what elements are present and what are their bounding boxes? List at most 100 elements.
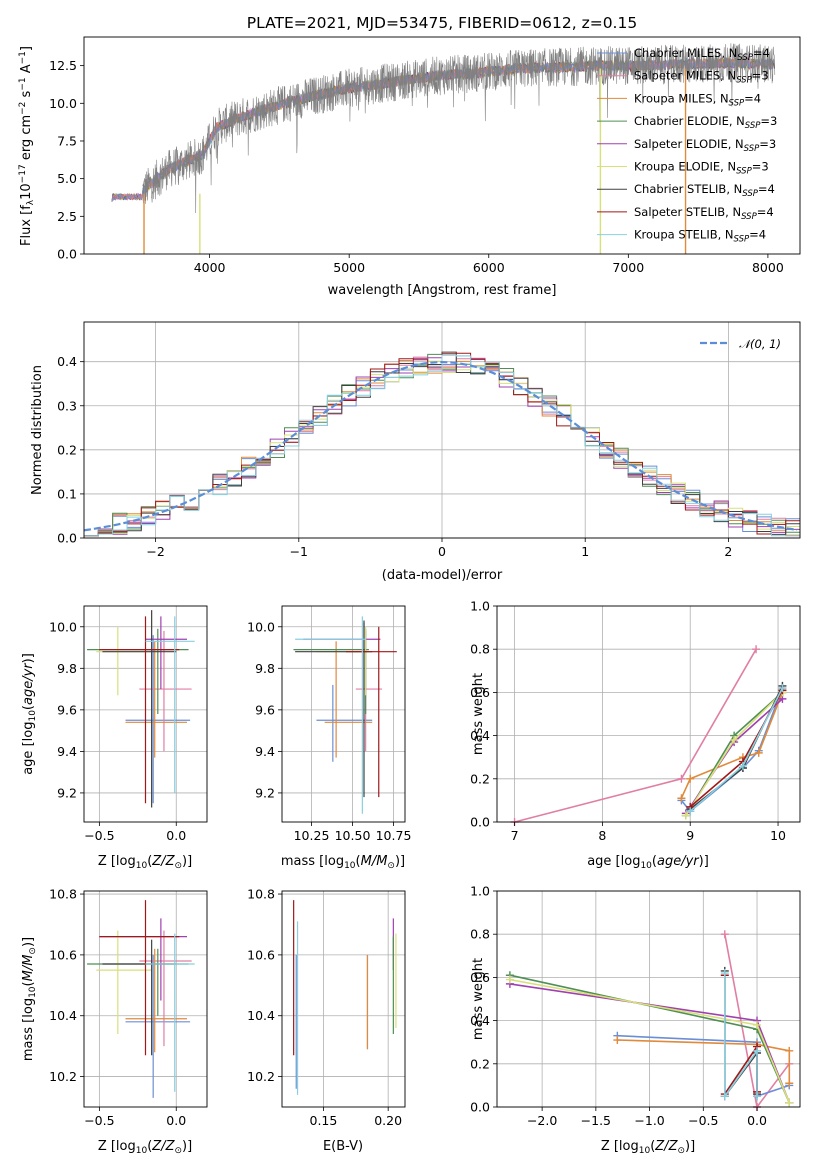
legend-sub: SSP bbox=[734, 235, 750, 245]
label-part: 10 bbox=[136, 861, 148, 871]
legend-count: =3 bbox=[752, 69, 769, 83]
y-tick-label: 9.2 bbox=[57, 785, 77, 800]
y-tick-label: 0.4 bbox=[470, 728, 490, 743]
mass-weight-marker bbox=[753, 1046, 762, 1055]
x-tick-label: 0.0 bbox=[747, 1113, 767, 1128]
y-tick-label: 10.0 bbox=[49, 619, 77, 634]
x-tick-label: 10.25 bbox=[294, 828, 330, 843]
legend-sub: SSP bbox=[736, 167, 752, 177]
label-part: age/yr bbox=[657, 854, 700, 869]
label-part: s bbox=[19, 90, 34, 101]
y-tick-label: 9.2 bbox=[255, 785, 275, 800]
y-tick-label: 0.3 bbox=[57, 398, 77, 413]
label-part: mass [log bbox=[21, 998, 36, 1061]
legend-name: Salpeter ELODIE, N bbox=[634, 137, 744, 151]
label-part: )] bbox=[685, 1139, 695, 1154]
legend-entry: Chabrier MILES, NSSP=4 bbox=[634, 46, 770, 63]
label-part: −1 bbox=[18, 77, 28, 90]
plot-area bbox=[293, 900, 397, 1095]
label-part: −17 bbox=[18, 164, 28, 183]
mass-weight-marker bbox=[785, 1046, 794, 1055]
legend-count: =4 bbox=[753, 46, 770, 60]
label-part: ( bbox=[147, 1139, 152, 1154]
legend-name: Chabrier ELODIE, N bbox=[634, 114, 745, 128]
label-part: M/M bbox=[361, 854, 388, 869]
y-tick-label: 12.5 bbox=[49, 58, 77, 73]
mass-weight-marker bbox=[778, 684, 787, 693]
age-vs-metallicity-panel: −0.5 0.09.29.49.69.810.0Z [log10(Z/Z⊙)]ag… bbox=[21, 605, 208, 871]
mass-weight-marker bbox=[730, 735, 739, 744]
x-tick-label: 0.0 bbox=[166, 1113, 186, 1128]
x-tick-label: −1.5 bbox=[581, 1113, 611, 1128]
y-tick-label: 0.8 bbox=[470, 642, 490, 657]
label-part: )] bbox=[182, 1139, 192, 1154]
x-tick-label: −1.0 bbox=[634, 1113, 664, 1128]
mass-weight-line bbox=[724, 934, 790, 1109]
x-tick-label: −2.0 bbox=[527, 1113, 557, 1128]
label-part: erg cm bbox=[19, 115, 34, 164]
age-z-x-label: Z [log10(Z/Z⊙)] bbox=[98, 854, 192, 871]
spectrum-x-label: wavelength [Angstrom, rest frame] bbox=[328, 283, 557, 298]
label-part: ⊙ bbox=[174, 861, 182, 871]
mass-ebv-x-label: E(B-V) bbox=[323, 1139, 363, 1154]
y-tick-label: 0.2 bbox=[470, 1056, 490, 1071]
legend-entry: Kroupa STELIB, NSSP=4 bbox=[634, 228, 766, 245]
mass-weight-marker bbox=[785, 1079, 794, 1088]
mass-z-y-label: mass [log10(M/M⊙)] bbox=[21, 937, 38, 1061]
x-tick-label: −0.5 bbox=[84, 1113, 114, 1128]
axes-frame bbox=[496, 605, 801, 823]
label-part: 10 bbox=[136, 1146, 148, 1156]
label-part: 10 bbox=[344, 861, 356, 871]
plot-area bbox=[505, 930, 794, 1111]
x-tick-label: 5000 bbox=[333, 260, 365, 275]
mass-weight-marker bbox=[753, 1020, 762, 1029]
x-tick-label: 6000 bbox=[473, 260, 505, 275]
y-tick-label: 0.0 bbox=[470, 815, 490, 830]
label-part: mass [log bbox=[281, 854, 344, 869]
plot-area bbox=[111, 43, 776, 254]
x-tick-label: 0 bbox=[438, 544, 446, 559]
mass-weight-marker bbox=[720, 969, 729, 978]
y-tick-label: 0.0 bbox=[57, 247, 77, 262]
y-tick-label: 2.5 bbox=[57, 209, 77, 224]
mass-weight-marker bbox=[720, 930, 729, 939]
label-part: Z [log bbox=[98, 1139, 136, 1154]
x-tick-label: 8000 bbox=[752, 260, 784, 275]
residual-histogram-panel: −2 −1 0 1 2 0.0 0.1 0.2 0.3 0.4 (data-model)/erro… bbox=[30, 321, 801, 583]
mass-z-x-label: Z [log10(Z/Z⊙)] bbox=[98, 1139, 192, 1156]
label-part: ( bbox=[652, 854, 657, 869]
label-part: A bbox=[19, 64, 34, 77]
label-part: Z/Z bbox=[151, 1139, 175, 1154]
legend-name: Kroupa MILES, N bbox=[634, 91, 729, 105]
label-part: ⊙ bbox=[677, 1146, 685, 1156]
x-tick-label: 9 bbox=[686, 828, 694, 843]
label-part: )] bbox=[395, 854, 405, 869]
y-tick-label: 9.6 bbox=[57, 702, 77, 717]
label-part: ( bbox=[356, 854, 361, 869]
legend-sub: SSP bbox=[744, 144, 760, 154]
mw-age-x-label: age [log10(age/yr)] bbox=[587, 854, 709, 871]
mass-weight-marker bbox=[681, 811, 690, 820]
legend-sub: SSP bbox=[729, 98, 745, 108]
legend-sub: SSP bbox=[737, 53, 753, 63]
y-tick-label: 10.6 bbox=[247, 947, 275, 962]
legend-count: =3 bbox=[752, 160, 769, 174]
label-part: λ bbox=[26, 199, 36, 205]
legend-name: Kroupa ELODIE, N bbox=[634, 160, 736, 174]
label-part: 10 bbox=[28, 710, 38, 722]
legend-entry: 𝒩(0, 1) bbox=[739, 337, 781, 351]
legend-entry: Chabrier ELODIE, NSSP=3 bbox=[634, 114, 777, 131]
legend-sub: SSP bbox=[742, 189, 758, 199]
label-part: ( bbox=[650, 1139, 655, 1154]
y-tick-label: 0.6 bbox=[470, 970, 490, 985]
residual-histogram-kroupa-stelib bbox=[84, 354, 800, 537]
y-tick-label: 0.1 bbox=[57, 486, 77, 501]
legend-sub: SSP bbox=[745, 121, 761, 131]
mass-weight-marker bbox=[677, 794, 686, 803]
legend-name: Chabrier STELIB, N bbox=[634, 182, 742, 196]
age-mass-x-label: mass [log10(M/M⊙)] bbox=[281, 854, 405, 871]
label-part: age [log bbox=[587, 854, 640, 869]
legend-count: =4 bbox=[744, 91, 761, 105]
